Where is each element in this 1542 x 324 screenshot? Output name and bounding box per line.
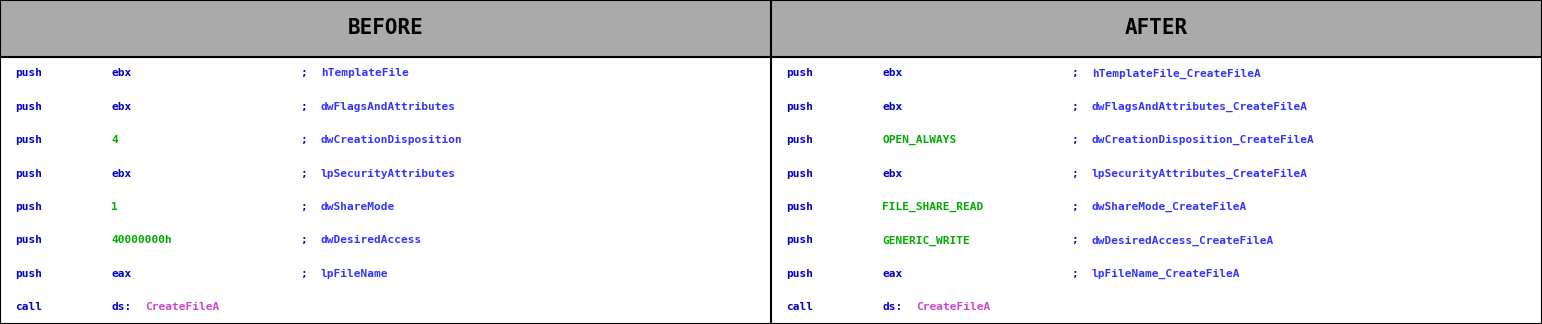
Text: push: push: [15, 169, 43, 179]
Text: dwCreationDisposition: dwCreationDisposition: [321, 135, 463, 145]
Text: lpSecurityAttributes_CreateFileA: lpSecurityAttributes_CreateFileA: [1092, 168, 1308, 179]
Text: push: push: [786, 236, 814, 246]
FancyBboxPatch shape: [771, 0, 1542, 57]
Text: push: push: [786, 102, 814, 112]
Text: dwDesiredAccess_CreateFileA: dwDesiredAccess_CreateFileA: [1092, 235, 1274, 246]
Text: push: push: [15, 68, 43, 78]
Text: push: push: [15, 202, 43, 212]
Text: ;: ;: [1072, 102, 1078, 112]
Text: ;: ;: [301, 236, 307, 246]
Text: ebx: ebx: [882, 169, 902, 179]
Text: ebx: ebx: [882, 68, 902, 78]
Text: push: push: [786, 68, 814, 78]
Text: eax: eax: [111, 269, 131, 279]
Text: ebx: ebx: [111, 102, 131, 112]
Text: CreateFileA: CreateFileA: [916, 302, 990, 312]
Text: CreateFileA: CreateFileA: [145, 302, 219, 312]
Text: lpFileName_CreateFileA: lpFileName_CreateFileA: [1092, 269, 1240, 279]
Text: push: push: [786, 169, 814, 179]
Text: FILE_SHARE_READ: FILE_SHARE_READ: [882, 202, 984, 212]
Text: ebx: ebx: [111, 68, 131, 78]
Text: push: push: [15, 269, 43, 279]
FancyBboxPatch shape: [0, 57, 1542, 324]
Text: ;: ;: [301, 202, 307, 212]
FancyBboxPatch shape: [0, 0, 771, 57]
Text: 40000000h: 40000000h: [111, 236, 171, 246]
Text: ;: ;: [1072, 269, 1078, 279]
Text: ds:: ds:: [111, 302, 131, 312]
Text: push: push: [15, 102, 43, 112]
Text: ds:: ds:: [882, 302, 902, 312]
Text: hTemplateFile: hTemplateFile: [321, 68, 409, 78]
Text: dwFlagsAndAttributes: dwFlagsAndAttributes: [321, 102, 456, 112]
Text: dwShareMode: dwShareMode: [321, 202, 395, 212]
Text: push: push: [15, 135, 43, 145]
Text: BEFORE: BEFORE: [347, 18, 424, 38]
Text: push: push: [786, 269, 814, 279]
Text: lpFileName: lpFileName: [321, 269, 389, 279]
Text: ;: ;: [1072, 169, 1078, 179]
Text: ;: ;: [301, 269, 307, 279]
Text: push: push: [15, 236, 43, 246]
Text: dwFlagsAndAttributes_CreateFileA: dwFlagsAndAttributes_CreateFileA: [1092, 102, 1308, 112]
Text: hTemplateFile_CreateFileA: hTemplateFile_CreateFileA: [1092, 68, 1260, 78]
Text: ;: ;: [301, 169, 307, 179]
Text: call: call: [15, 302, 43, 312]
Text: ;: ;: [301, 68, 307, 78]
Text: ebx: ebx: [111, 169, 131, 179]
Text: dwDesiredAccess: dwDesiredAccess: [321, 236, 423, 246]
Text: call: call: [786, 302, 814, 312]
Text: ;: ;: [301, 102, 307, 112]
Text: ;: ;: [1072, 236, 1078, 246]
Text: lpSecurityAttributes: lpSecurityAttributes: [321, 168, 456, 179]
Text: ;: ;: [1072, 202, 1078, 212]
Text: ;: ;: [301, 135, 307, 145]
Text: GENERIC_WRITE: GENERIC_WRITE: [882, 235, 970, 246]
Text: push: push: [786, 202, 814, 212]
Text: AFTER: AFTER: [1126, 18, 1187, 38]
Text: push: push: [786, 135, 814, 145]
Text: dwShareMode_CreateFileA: dwShareMode_CreateFileA: [1092, 202, 1247, 212]
Text: 4: 4: [111, 135, 117, 145]
Text: dwCreationDisposition_CreateFileA: dwCreationDisposition_CreateFileA: [1092, 135, 1314, 145]
Text: 1: 1: [111, 202, 117, 212]
Text: ebx: ebx: [882, 102, 902, 112]
Text: ;: ;: [1072, 135, 1078, 145]
Text: eax: eax: [882, 269, 902, 279]
Text: OPEN_ALWAYS: OPEN_ALWAYS: [882, 135, 956, 145]
Text: ;: ;: [1072, 68, 1078, 78]
